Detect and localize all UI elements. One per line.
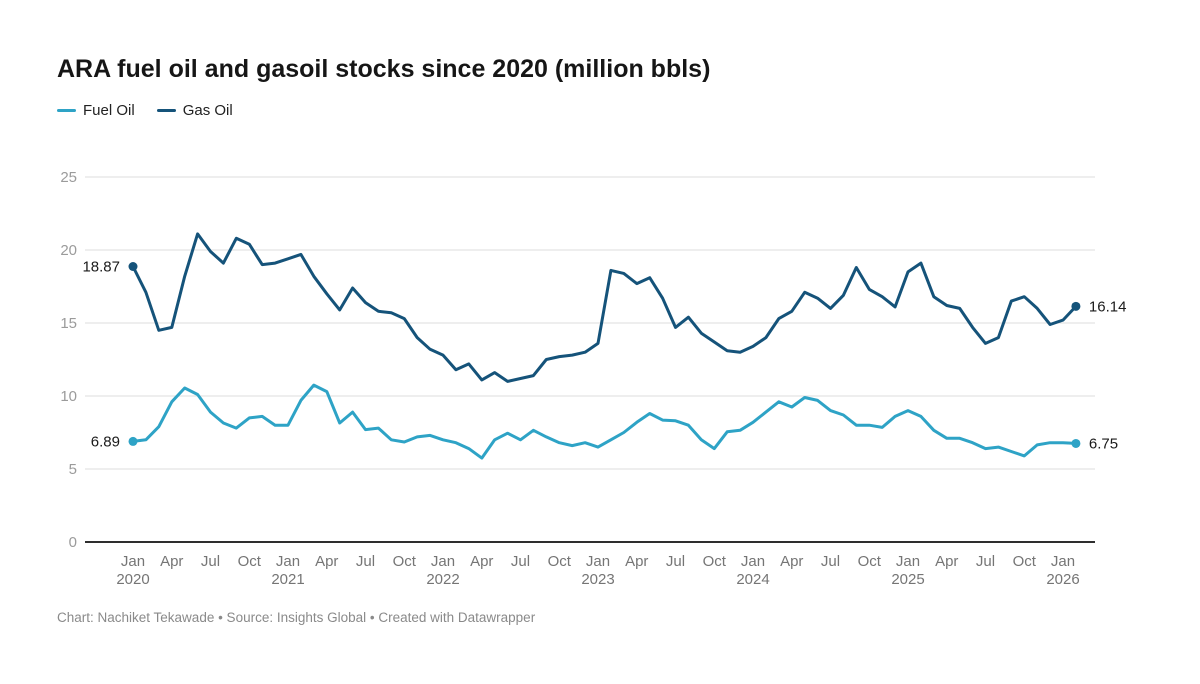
x-tick-label: Jan	[586, 553, 610, 570]
x-tick-year: 2021	[271, 571, 304, 588]
legend-item-gas-oil: Gas Oil	[156, 102, 233, 119]
gas-oil-end-value-label: 16.14	[1089, 298, 1127, 315]
x-tick-label: Apr	[935, 553, 958, 570]
x-tick-year: 2025	[891, 571, 924, 588]
gas-oil-start-dot	[128, 261, 138, 271]
x-tick-year: 2020	[116, 571, 149, 588]
x-tick-label: Jan	[431, 553, 455, 570]
y-tick-label: 5	[69, 461, 77, 478]
y-tick-label: 0	[69, 534, 77, 551]
x-tick-label: Oct	[238, 553, 262, 570]
x-tick-label: Oct	[393, 553, 417, 570]
chart-footer: Chart: Nachiket Tekawade • Source: Insig…	[57, 610, 536, 625]
x-tick-label: Jul	[666, 553, 685, 570]
x-tick-label: Jul	[821, 553, 840, 570]
x-tick-label: Oct	[1013, 553, 1037, 570]
gas-oil-start-value-label: 18.87	[82, 258, 120, 275]
legend: Fuel Oil Gas Oil	[57, 102, 233, 119]
x-tick-label: Apr	[470, 553, 493, 570]
x-tick-label: Apr	[625, 553, 648, 570]
y-tick-label: 10	[60, 388, 77, 405]
fuel-oil-legend-label: Fuel Oil	[83, 102, 135, 119]
x-tick-label: Apr	[315, 553, 338, 570]
gas-oil-legend-swatch	[156, 109, 176, 112]
gas-oil-line	[131, 232, 1078, 383]
x-tick-label: Jan	[1051, 553, 1075, 570]
x-tick-label: Oct	[703, 553, 727, 570]
x-tick-label: Apr	[780, 553, 803, 570]
y-tick-label: 15	[60, 315, 77, 332]
x-tick-year: 2024	[736, 571, 769, 588]
y-tick-label: 25	[60, 169, 77, 186]
x-tick-year: 2022	[426, 571, 459, 588]
x-tick-label: Oct	[548, 553, 572, 570]
x-tick-label: Jan	[276, 553, 300, 570]
legend-item-fuel-oil: Fuel Oil	[57, 102, 135, 119]
chart-title: ARA fuel oil and gasoil stocks since 202…	[57, 55, 711, 83]
gas-oil-legend-label: Gas Oil	[182, 102, 233, 119]
x-tick-year: 2023	[581, 571, 614, 588]
x-tick-label: Jan	[741, 553, 765, 570]
x-tick-label: Jul	[201, 553, 220, 570]
y-tick-label: 20	[60, 242, 77, 259]
x-tick-label: Jan	[896, 553, 920, 570]
x-tick-year: 2026	[1046, 571, 1079, 588]
x-tick-label: Jul	[976, 553, 995, 570]
fuel-oil-legend-swatch	[57, 109, 76, 112]
fuel-oil-line	[131, 383, 1078, 460]
x-tick-label: Jul	[356, 553, 375, 570]
fuel-oil-end-dot	[1071, 438, 1081, 448]
x-tick-label: Jan	[121, 553, 145, 570]
gas-oil-end-dot	[1071, 301, 1081, 311]
x-tick-label: Oct	[858, 553, 882, 570]
fuel-oil-start-value-label: 6.89	[91, 433, 120, 450]
x-tick-label: Jul	[511, 553, 530, 570]
fuel-oil-start-dot	[128, 436, 138, 446]
fuel-oil-end-value-label: 6.75	[1089, 435, 1118, 452]
x-tick-label: Apr	[160, 553, 183, 570]
